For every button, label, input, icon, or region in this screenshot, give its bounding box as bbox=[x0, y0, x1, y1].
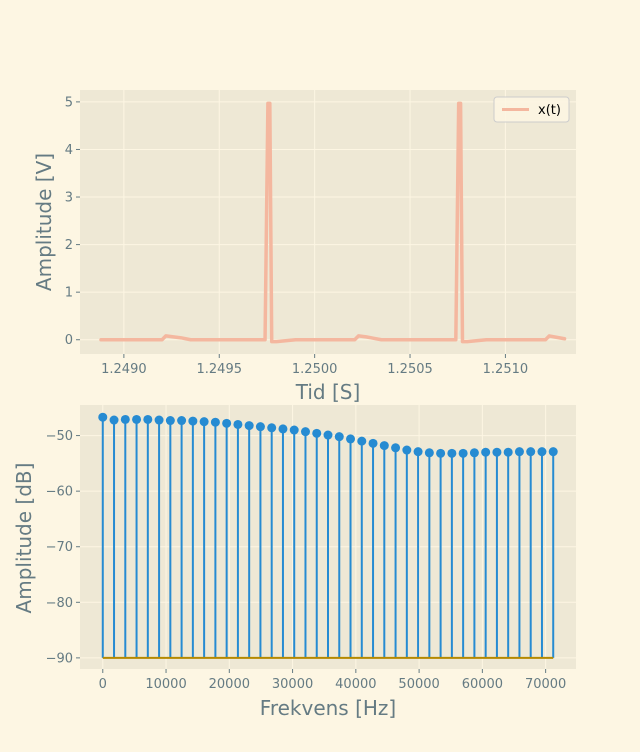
stem-marker bbox=[165, 416, 175, 426]
stem-marker bbox=[402, 445, 412, 455]
stem-marker bbox=[98, 412, 108, 422]
y-tick-label: 1 bbox=[65, 286, 73, 301]
x-tick-label: 1.2510 bbox=[483, 362, 529, 377]
time-plot-y-ticks: 0 1 2 3 4 5 bbox=[65, 95, 80, 348]
x-tick-label: 60000 bbox=[462, 677, 503, 692]
frequency-domain-plot: 0 10000 20000 30000 40000 50000 60000 70000 −90… bbox=[12, 405, 576, 720]
series-line-x-t bbox=[99, 101, 567, 344]
stem-marker bbox=[132, 414, 142, 424]
y-tick-label: −50 bbox=[46, 429, 73, 444]
freq-plot-x-ticks: 0 10000 20000 30000 40000 50000 60000 70000 bbox=[99, 669, 566, 692]
freq-plot-xlabel: Frekvens [Hz] bbox=[260, 696, 396, 720]
stem-marker bbox=[143, 414, 153, 424]
stem-marker bbox=[526, 447, 536, 457]
stem-marker bbox=[469, 448, 479, 458]
time-plot-legend: x(t) bbox=[493, 96, 570, 123]
stem-marker bbox=[300, 427, 310, 437]
y-tick-label: −90 bbox=[46, 651, 73, 666]
time-plot-series bbox=[99, 101, 567, 344]
stem-marker bbox=[368, 438, 378, 448]
stem-marker bbox=[424, 448, 434, 458]
stem-marker bbox=[222, 418, 232, 428]
stem-marker bbox=[334, 432, 344, 442]
stem-marker bbox=[255, 422, 265, 432]
stem-marker bbox=[233, 419, 243, 429]
stem-marker bbox=[413, 447, 423, 457]
stem-marker bbox=[244, 421, 254, 431]
y-tick-label: −70 bbox=[46, 540, 73, 555]
stem-marker bbox=[537, 447, 547, 457]
stem-marker bbox=[154, 415, 164, 425]
stem-marker bbox=[267, 423, 277, 433]
stem-marker bbox=[357, 436, 367, 446]
stem-marker bbox=[514, 447, 524, 457]
stem-marker bbox=[210, 417, 220, 427]
legend-box bbox=[493, 96, 570, 123]
freq-plot-y-ticks: −90 −80 −70 −60 −50 bbox=[46, 429, 80, 666]
time-domain-plot: 1.2490 1.2495 1.2500 1.2505 1.2510 0 1 2 3 4 5 Ti… bbox=[32, 90, 576, 404]
y-tick-label: 3 bbox=[65, 191, 73, 206]
x-tick-label: 40000 bbox=[335, 677, 376, 692]
stem-marker bbox=[548, 447, 558, 457]
stem-marker bbox=[323, 430, 333, 440]
x-tick-label: 1.2500 bbox=[292, 362, 338, 377]
stem-marker bbox=[481, 447, 491, 457]
stem-marker bbox=[199, 417, 209, 427]
x-tick-label: 1.2505 bbox=[387, 362, 433, 377]
x-tick-label: 0 bbox=[99, 677, 107, 692]
y-tick-label: −80 bbox=[46, 596, 73, 611]
x-tick-label: 20000 bbox=[209, 677, 250, 692]
stem-marker bbox=[177, 416, 187, 426]
stem-marker bbox=[278, 424, 288, 434]
x-tick-label: 30000 bbox=[272, 677, 313, 692]
stem-marker bbox=[312, 428, 322, 438]
stem-marker bbox=[188, 416, 198, 426]
legend-label-x-t: x(t) bbox=[538, 103, 561, 118]
stem-marker bbox=[492, 447, 502, 457]
y-tick-label: 4 bbox=[65, 143, 73, 158]
x-tick-label: 10000 bbox=[145, 677, 186, 692]
stem-marker bbox=[289, 425, 299, 435]
stem-marker bbox=[458, 448, 468, 458]
stem-marker bbox=[447, 448, 457, 458]
stem-marker bbox=[120, 414, 130, 424]
y-tick-label: 0 bbox=[65, 333, 73, 348]
stem-marker bbox=[109, 415, 119, 425]
stem-marker bbox=[346, 434, 356, 444]
time-plot-background bbox=[80, 90, 576, 354]
y-tick-label: 2 bbox=[65, 238, 73, 253]
stem-marker bbox=[379, 441, 389, 451]
time-plot-xlabel: Tid [S] bbox=[295, 380, 361, 404]
x-tick-label: 1.2495 bbox=[197, 362, 243, 377]
y-tick-label: 5 bbox=[65, 95, 73, 110]
time-plot-x-ticks: 1.2490 1.2495 1.2500 1.2505 1.2510 bbox=[101, 354, 528, 377]
x-tick-label: 70000 bbox=[525, 677, 566, 692]
x-tick-label: 50000 bbox=[398, 677, 439, 692]
stem-marker bbox=[436, 448, 446, 458]
y-tick-label: −60 bbox=[46, 485, 73, 500]
stem-marker bbox=[391, 443, 401, 453]
time-plot-ylabel: Amplitude [V] bbox=[32, 153, 56, 291]
x-tick-label: 1.2490 bbox=[101, 362, 147, 377]
freq-plot-series bbox=[98, 412, 558, 659]
freq-plot-ylabel: Amplitude [dB] bbox=[12, 463, 36, 614]
stem-marker bbox=[503, 447, 513, 457]
